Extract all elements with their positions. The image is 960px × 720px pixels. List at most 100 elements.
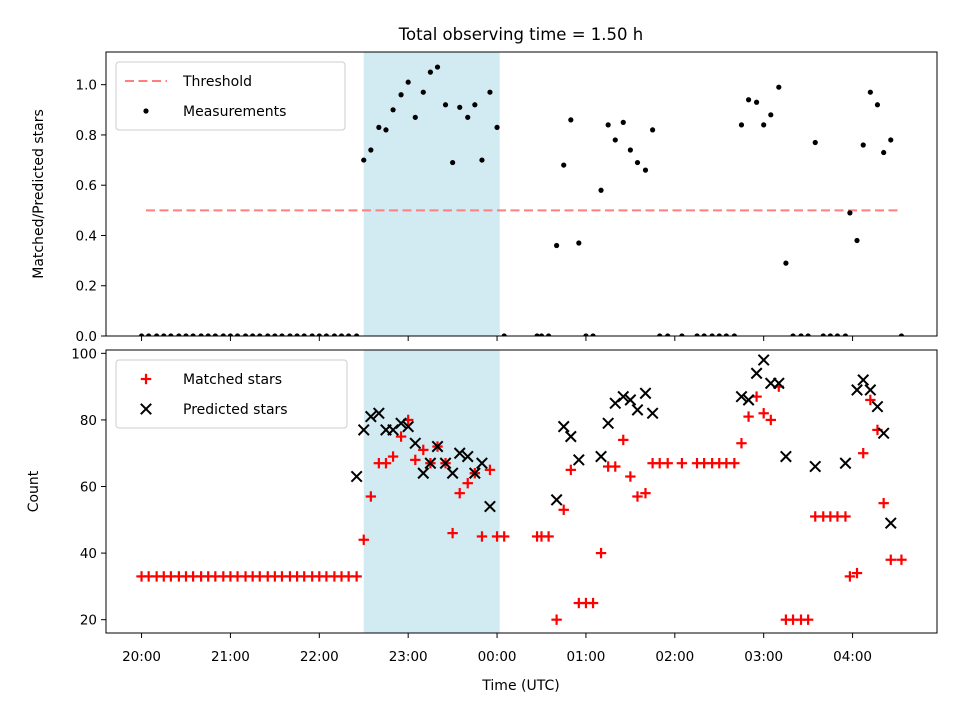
measurements-point: [642, 167, 649, 173]
predicted-stars-point: [750, 367, 763, 380]
legend-threshold-label: Threshold: [182, 74, 252, 90]
measurements-point: [783, 260, 789, 266]
legend-predicted-stars-label: Predicted stars: [183, 402, 288, 418]
predicted-stars-point: [572, 453, 585, 466]
predicted-stars-point: [624, 394, 637, 406]
predicted-stars-point: [602, 417, 615, 430]
bottom-axes-frame: [105, 349, 938, 634]
matched-stars-point: [662, 458, 673, 469]
measurements-point: [590, 333, 596, 336]
measurements-point: [487, 89, 493, 95]
measurements-point: [383, 127, 389, 133]
bottom-legend: Matched stars Predicted stars: [115, 359, 348, 429]
predicted-stars-point: [757, 354, 770, 366]
measurements-point: [457, 104, 463, 110]
top-y-tick-label: 0.2: [76, 279, 97, 295]
top-legend-box: [115, 61, 346, 131]
predicted-stars-point: [595, 450, 607, 463]
predicted-stars-point-b: [468, 467, 481, 480]
matched-stars-point: [484, 464, 496, 476]
predicted-stars-point-b: [550, 493, 563, 506]
measurements-point: [753, 99, 760, 105]
measurements-point: [479, 157, 485, 163]
predicted-stars-point-b: [757, 354, 770, 366]
predicted-stars-point-b: [864, 384, 877, 396]
top-markers: [138, 64, 905, 336]
top-y-tick-label: 0.0: [76, 329, 97, 345]
measurements-point: [834, 333, 841, 336]
predicted-stars-point: [550, 493, 563, 506]
measurements-point: [494, 124, 500, 130]
measurements-point: [465, 114, 471, 120]
measurements-point: [561, 162, 567, 168]
predicted-stars-point-b: [357, 423, 370, 436]
measurements-point: [138, 333, 145, 336]
matched-stars-point: [736, 438, 747, 449]
matched-stars-point: [676, 458, 688, 469]
matched-stars-point: [640, 487, 651, 499]
measurements-point: [842, 333, 849, 336]
predicted-stars-point-b: [484, 500, 496, 513]
bottom-y-axis-label: Count: [26, 470, 42, 512]
measurements-point: [472, 102, 478, 108]
matched-stars-point: [462, 477, 473, 489]
top-panel-ratio: 0.0 0.2 0.4 0.6 0.8 1.0 Matched/Predicted star…: [31, 51, 938, 345]
predicted-stars-point-b: [431, 440, 444, 453]
measurements-point: [709, 333, 715, 336]
measurements-point: [354, 333, 360, 336]
predicted-stars-point: [631, 404, 644, 416]
predicted-stars-point-b: [446, 467, 459, 480]
predicted-stars-point-b: [646, 407, 659, 420]
matched-stars-point: [758, 408, 769, 419]
matched-stars-point: [878, 497, 889, 509]
measurements-point: [287, 333, 293, 336]
predicted-stars-point: [461, 450, 474, 463]
measurements-point: [323, 333, 330, 336]
top-y-axis-label: Matched/Predicted stars: [31, 109, 47, 279]
matched-stars-point: [476, 531, 488, 542]
measurements-point: [250, 333, 256, 336]
predicted-stars-point: [772, 377, 785, 390]
predicted-stars-point: [409, 437, 422, 450]
predicted-stars-point: [395, 417, 407, 430]
measurements-point: [847, 210, 853, 216]
matched-stars-point: [858, 448, 869, 459]
predicted-stars-point: [424, 457, 437, 470]
measurements-point: [272, 333, 278, 336]
predicted-stars-point: [851, 384, 863, 396]
x-tick-label: 20:00: [122, 649, 161, 665]
predicted-stars-point-b: [564, 430, 577, 443]
matched-stars-point: [447, 527, 458, 539]
predicted-stars-point: [476, 457, 488, 470]
bottom-observing-span: [363, 350, 500, 633]
predicted-stars-point-b: [424, 457, 437, 470]
matched-stars-point: [387, 451, 399, 462]
predicted-stars-point: [809, 460, 822, 473]
measurements-point: [657, 333, 663, 336]
measurements-point: [154, 333, 160, 336]
measurements-point: [827, 333, 833, 336]
matched-stars-point: [380, 458, 392, 469]
measurements-point: [554, 242, 560, 249]
matched-stars-point: [454, 487, 465, 499]
measurements-point: [205, 333, 211, 336]
predicted-stars-point-b: [572, 453, 585, 466]
matched-stars-point: [865, 394, 876, 406]
measurements-point: [198, 333, 204, 336]
legend-predicted-stars-swatch-b: [140, 403, 152, 415]
measurements-point: [331, 333, 338, 336]
bottom-panel-counts: 20 40 60 80 100 20:00 21:00 22:00 23:00 00:00 01:0…: [26, 346, 938, 665]
matched-stars-point: [729, 458, 740, 469]
legend-matched-stars-swatch: [140, 373, 152, 385]
measurements-point: [309, 333, 315, 336]
top-observing-span: [363, 52, 500, 336]
predicted-stars-point: [402, 420, 415, 433]
predicted-stars-point-b: [780, 450, 792, 463]
measurements-point: [860, 142, 866, 148]
measurements-point: [898, 333, 905, 336]
measurements-point: [301, 333, 307, 336]
x-axis-label: Time (UTC): [481, 678, 559, 694]
matched-stars-point: [885, 554, 896, 565]
measurements-point: [798, 333, 804, 336]
